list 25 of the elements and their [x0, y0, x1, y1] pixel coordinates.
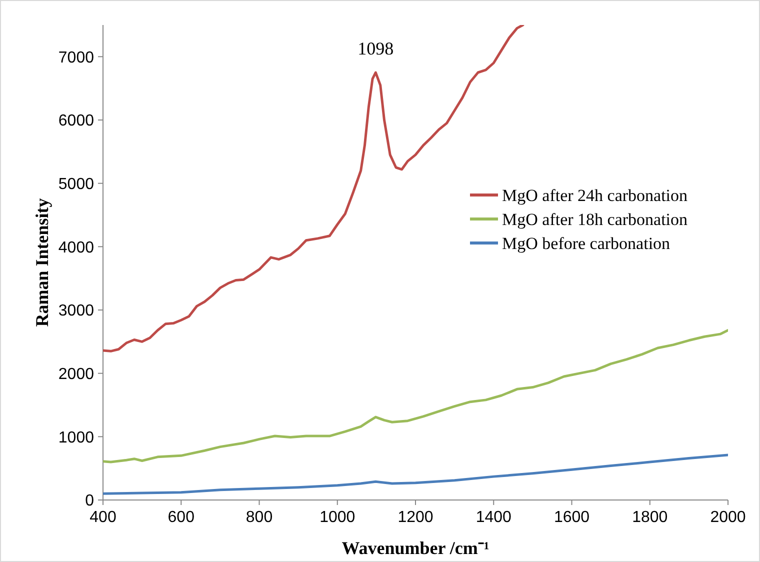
- x-tick-label: 400: [90, 509, 116, 526]
- y-tick-label: 7000: [58, 49, 94, 66]
- x-tick-label: 600: [168, 509, 195, 526]
- x-tick-label: 800: [246, 509, 273, 526]
- y-tick-label: 6000: [58, 112, 94, 130]
- y-tick-label: 2000: [58, 366, 94, 383]
- legend-label: MgO after 18h carbonation: [502, 210, 688, 229]
- y-tick-label: 3000: [58, 302, 94, 320]
- y-tick-label: 5000: [58, 176, 94, 193]
- x-tick-label: 1600: [554, 509, 590, 526]
- y-tick-label: 0: [85, 492, 94, 510]
- x-tick-label: 2000: [710, 509, 746, 526]
- y-axis-title: Raman Intensity: [32, 198, 52, 327]
- line-series: [103, 329, 728, 464]
- y-tick-label: 1000: [58, 429, 94, 446]
- y-tick-label: 4000: [58, 239, 94, 256]
- x-tick-label: 1800: [632, 509, 668, 526]
- x-tick-label: 1400: [476, 509, 512, 526]
- x-tick-label: 1200: [398, 509, 434, 526]
- x-axis-title: Wavenumber /cm⁻¹: [342, 538, 490, 558]
- legend-label: MgO before carbonation: [502, 234, 671, 253]
- annotation: 1098: [358, 38, 394, 58]
- x-tick-label: 1000: [320, 509, 356, 526]
- legend-label: MgO after 24h carbonation: [502, 186, 688, 205]
- line-series: [103, 454, 728, 495]
